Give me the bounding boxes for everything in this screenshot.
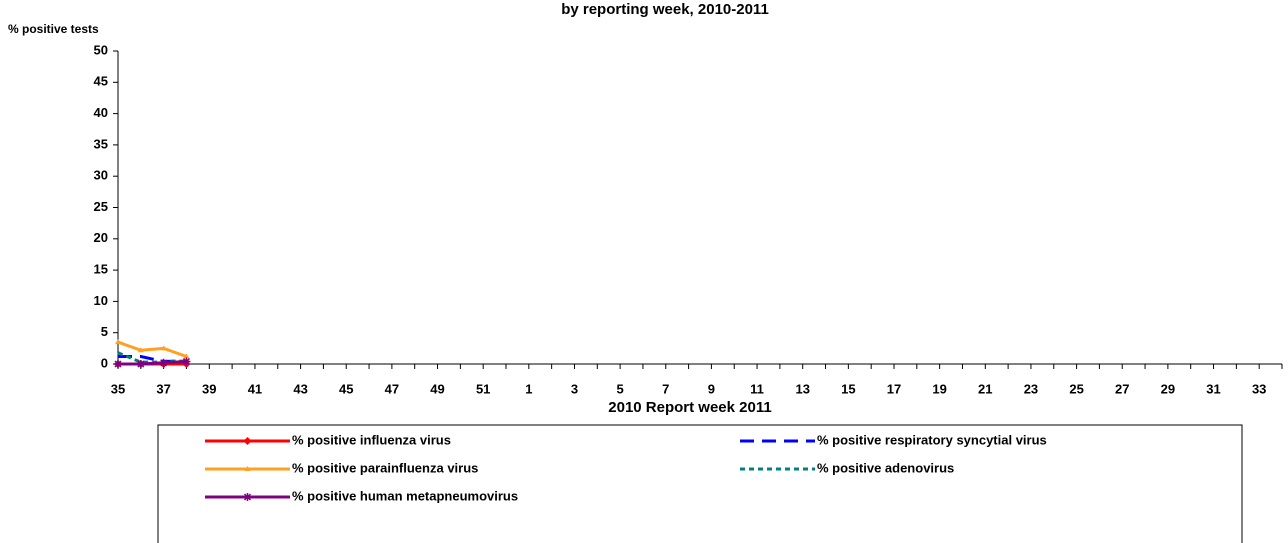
y-tick-label: 30 <box>94 168 108 183</box>
x-tick-label: 11 <box>750 381 764 396</box>
y-tick-label: 10 <box>94 293 108 308</box>
x-tick-label: 41 <box>248 381 262 396</box>
marker <box>243 437 252 445</box>
x-axis-label: 2010 Report week 2011 <box>608 399 771 416</box>
series-line <box>117 340 187 358</box>
x-tick-label: 31 <box>1206 381 1220 396</box>
y-axis-label: % positive tests <box>8 22 99 36</box>
series-line <box>118 359 187 366</box>
y-tick-label: 20 <box>94 230 108 245</box>
y-tick-label: 25 <box>94 199 108 214</box>
x-tick-label: 19 <box>932 381 946 396</box>
legend-box <box>157 424 1243 543</box>
x-tick-label: 9 <box>708 381 715 396</box>
x-tick-label: 7 <box>662 381 669 396</box>
x-tick-label: 1 <box>525 381 532 396</box>
x-tick-label: 35 <box>111 381 125 396</box>
marker <box>160 345 167 351</box>
x-tick-label: 5 <box>617 381 624 396</box>
x-tick-label: 49 <box>430 381 444 396</box>
x-tick-label: 25 <box>1069 381 1083 396</box>
legend-label: % positive adenovirus <box>817 460 954 475</box>
marker <box>183 353 190 359</box>
x-tick-label: 33 <box>1252 381 1266 396</box>
x-tick-label: 29 <box>1161 381 1175 396</box>
marker <box>114 360 122 368</box>
y-tick-label: 45 <box>94 74 108 89</box>
y-tick-label: 35 <box>94 136 108 151</box>
x-tick-label: 21 <box>978 381 992 396</box>
marker <box>243 493 252 501</box>
marker <box>159 358 168 367</box>
x-tick-label: 39 <box>202 381 216 396</box>
marker <box>137 347 144 353</box>
legend-label: % positive parainfluenza virus <box>292 460 478 475</box>
marker <box>182 357 191 366</box>
x-tick-label: 23 <box>1024 381 1038 396</box>
x-tick-label: 27 <box>1115 381 1129 396</box>
y-tick-label: 40 <box>94 105 108 120</box>
x-tick-label: 47 <box>385 381 399 396</box>
x-tick-label: 15 <box>841 381 855 396</box>
x-tick-label: 3 <box>571 381 578 396</box>
y-tick-label: 50 <box>94 42 108 57</box>
legend-label: % positive respiratory syncytial virus <box>817 432 1047 447</box>
y-tick-label: 0 <box>101 355 108 370</box>
x-tick-label: 37 <box>156 381 170 396</box>
marker <box>244 466 251 471</box>
marker <box>115 339 121 345</box>
legend-label: % positive human metapneumovirus <box>292 488 518 503</box>
x-tick-label: 43 <box>293 381 307 396</box>
marker <box>136 360 145 368</box>
x-tick-label: 17 <box>887 381 901 396</box>
x-tick-label: 45 <box>339 381 353 396</box>
x-tick-label: 13 <box>795 381 809 396</box>
x-tick-label: 51 <box>476 381 490 396</box>
chart-title: by reporting week, 2010-2011 <box>561 1 769 18</box>
y-tick-label: 15 <box>94 262 108 277</box>
y-tick-label: 5 <box>101 324 108 339</box>
legend-label: % positive influenza virus <box>292 432 451 447</box>
